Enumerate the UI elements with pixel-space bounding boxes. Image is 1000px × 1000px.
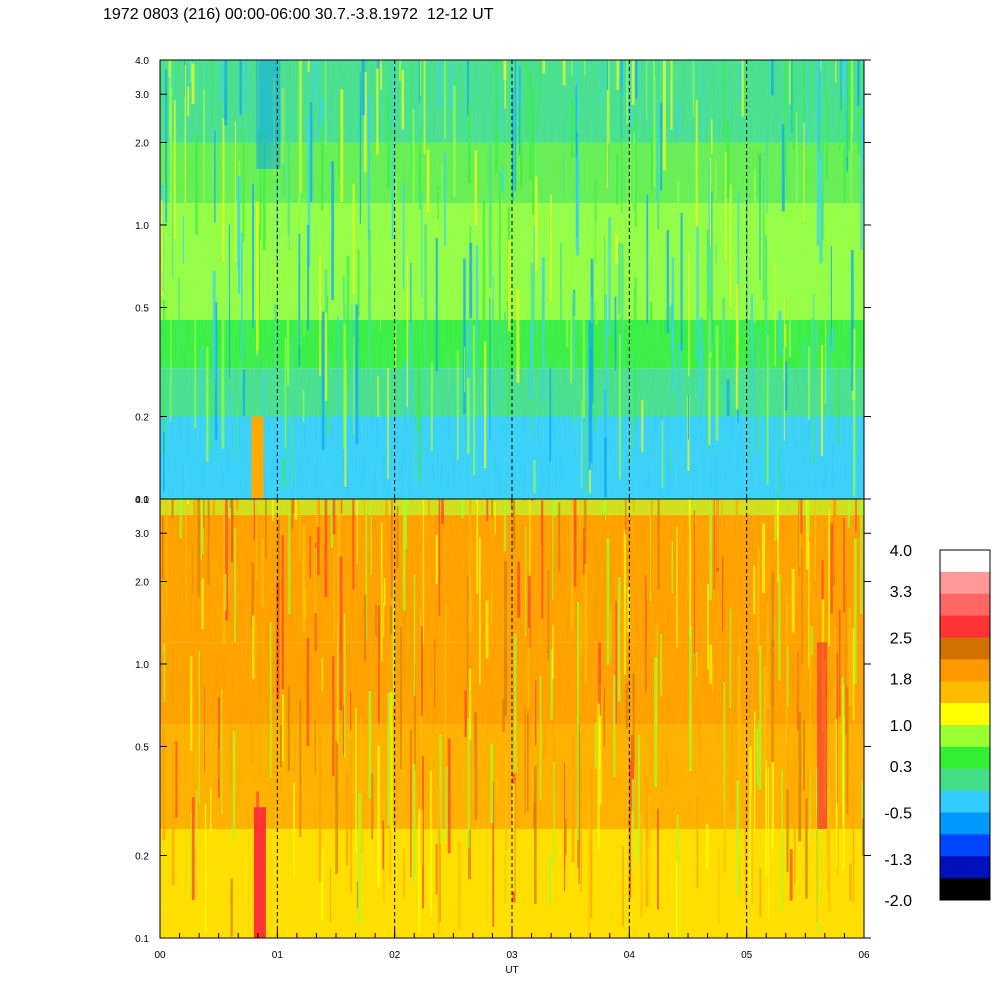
y-tick-label: 0.2 <box>135 413 149 424</box>
y-tick-label: 3.0 <box>135 90 149 101</box>
y-tick-label: 4.0 <box>135 495 149 506</box>
lower-feature <box>817 642 828 829</box>
x-tick-label: 02 <box>389 950 401 961</box>
y-tick-label: 2.0 <box>135 138 149 149</box>
colorbar-segment <box>940 637 990 660</box>
y-tick-label: 0.5 <box>135 742 149 753</box>
colorbar-label: -0.5 <box>884 806 912 823</box>
colorbar-segment <box>940 790 990 813</box>
y-tick-label: 1.0 <box>135 221 149 232</box>
colorbar-segment <box>940 615 990 638</box>
upper-feature <box>251 416 264 499</box>
colorbar-label: -2.0 <box>884 893 912 910</box>
colorbar-label: 4.0 <box>890 543 912 560</box>
colorbar-segment <box>940 768 990 792</box>
y-tick-label: 3.0 <box>135 529 149 540</box>
x-tick-label: 05 <box>741 950 753 961</box>
colorbar-segment <box>940 681 990 704</box>
colorbar-segment <box>940 659 990 682</box>
y-tick-label: 0.2 <box>135 852 149 863</box>
upper-feature <box>256 60 281 170</box>
colorbar-label: 0.3 <box>890 759 912 776</box>
y-tick-label: 4.0 <box>135 56 149 67</box>
y-tick-label: 2.0 <box>135 577 149 588</box>
axes: 0.10.20.51.02.03.04.00.10.20.51.02.03.04… <box>135 56 871 976</box>
x-tick-label: 04 <box>624 950 636 961</box>
x-tick-label: 00 <box>154 950 166 961</box>
colorbar-segment <box>940 856 990 879</box>
colorbar-label: -1.3 <box>884 852 912 869</box>
x-axis-label: UT <box>505 965 518 976</box>
colorbar-label: 2.5 <box>890 631 912 648</box>
colorbar-label: 1.0 <box>890 718 912 735</box>
colorbar-label: 1.8 <box>890 671 912 688</box>
y-tick-label: 0.1 <box>135 495 149 506</box>
colorbar-segment <box>940 746 990 770</box>
colorbar-segment <box>940 878 990 901</box>
colorbar-segment <box>940 834 990 857</box>
colorbar-segment <box>940 550 990 573</box>
x-tick-label: 03 <box>506 950 518 961</box>
colorbar-label: 3.3 <box>890 584 912 601</box>
colorbar-frame <box>939 549 991 901</box>
x-tick-label: 06 <box>858 950 870 961</box>
colorbar: 4.0 3.3 2.5 1.8 1.0 0.3 -0.5 -1.3 -2.0 <box>884 543 991 910</box>
colorbar-segment <box>940 571 990 595</box>
colorbar-segment <box>940 593 990 617</box>
colorbar-segment <box>940 725 990 748</box>
y-tick-label: 1.0 <box>135 660 149 671</box>
y-tick-label: 0.5 <box>135 303 149 314</box>
chart-title: 1972 0803 (216) 00:00-06:00 30.7.-3.8.19… <box>103 6 494 23</box>
colorbar-segment <box>940 703 990 726</box>
lower-feature <box>253 807 266 938</box>
x-tick-label: 01 <box>272 950 284 961</box>
colorbar-segment <box>940 812 990 835</box>
y-tick-label: 0.1 <box>135 934 149 945</box>
